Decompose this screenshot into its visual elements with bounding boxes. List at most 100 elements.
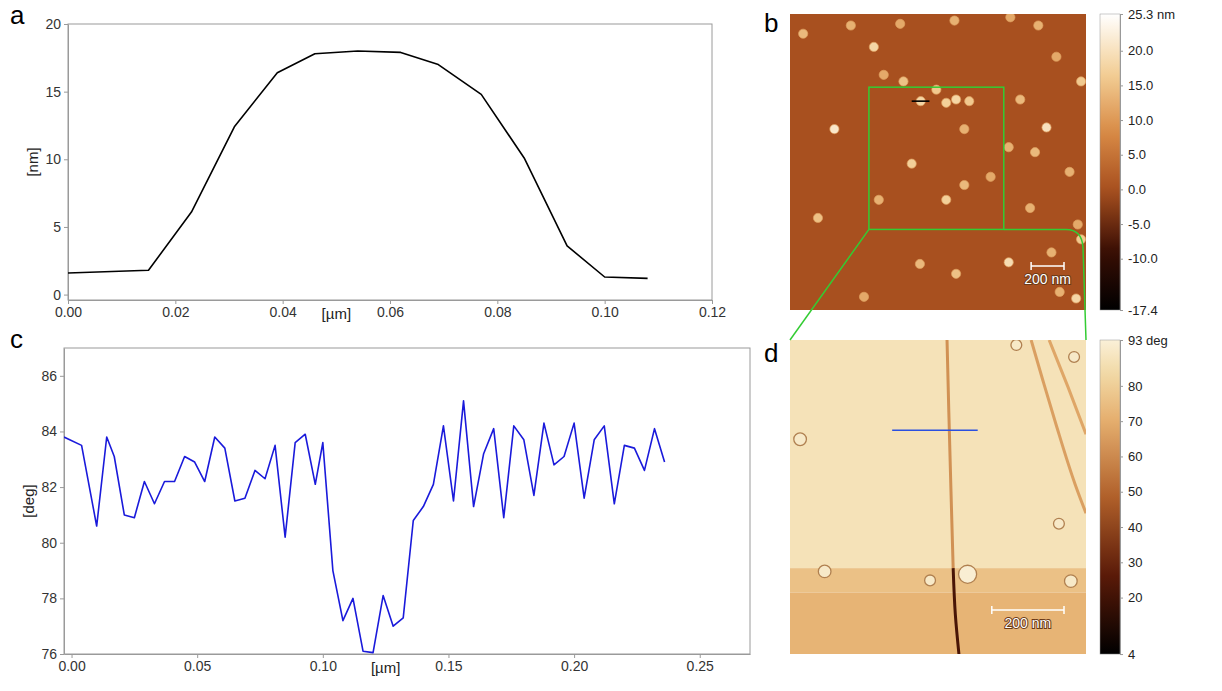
particle xyxy=(874,195,883,204)
colorbar-tick-mark xyxy=(1120,259,1123,260)
particle xyxy=(1004,143,1013,152)
colorbar-tick: 10.0 xyxy=(1120,113,1153,128)
particle xyxy=(960,125,969,134)
x-tick-label: 0.00 xyxy=(55,304,82,320)
y-axis: 767880828486 xyxy=(41,349,64,662)
y-tick-mark xyxy=(64,159,68,160)
x-tick: 0.00 xyxy=(58,654,85,674)
colorbar-tick-mark xyxy=(1120,85,1123,86)
particle xyxy=(1004,258,1013,267)
phase-band xyxy=(790,568,1086,593)
colorbar-tick-label: 50 xyxy=(1128,484,1142,499)
particle xyxy=(869,42,878,51)
particle xyxy=(879,70,888,79)
x-tick: 0.10 xyxy=(592,300,619,320)
y-tick-label: 5 xyxy=(53,219,61,235)
x-axis: 0.000.050.100.150.200.25 xyxy=(58,654,750,674)
colorbar-tick-label: 10.0 xyxy=(1128,113,1153,128)
surface-feature xyxy=(1069,352,1080,363)
y-tick: 86 xyxy=(41,368,64,384)
plot-frame xyxy=(68,24,712,300)
x-tick-label: 0.10 xyxy=(310,658,337,674)
particle xyxy=(1073,220,1082,229)
particle xyxy=(915,259,924,268)
particle xyxy=(1047,248,1056,257)
phase-band xyxy=(790,593,1086,654)
colorbar-tick-label: 70 xyxy=(1128,414,1142,429)
line-panel: 0.000.050.100.150.200.25767880828486[µm]… xyxy=(20,348,750,676)
zoom-connector xyxy=(790,229,869,340)
colorbar-tick-label: 93 deg xyxy=(1128,333,1168,348)
colorbar-tick-mark xyxy=(1120,340,1123,341)
surface-feature xyxy=(1011,340,1022,350)
y-axis-title: [nm] xyxy=(24,147,41,176)
particle xyxy=(899,77,908,86)
phase-band xyxy=(790,340,1086,568)
particle xyxy=(830,125,839,134)
colorbar-tick-label: 20 xyxy=(1128,590,1142,605)
colorbar-tick: 15.0 xyxy=(1120,78,1153,93)
x-tick-label: 0.06 xyxy=(377,304,404,320)
domain-boundary xyxy=(1049,340,1086,434)
y-tick: 76 xyxy=(41,646,64,662)
colorbar xyxy=(1100,14,1120,310)
panel-label: c xyxy=(10,324,23,354)
x-tick: 0.02 xyxy=(162,300,189,320)
x-axis: 0.000.020.040.060.080.100.12 xyxy=(55,300,726,320)
colorbar-tick-mark xyxy=(1120,310,1123,311)
x-tick: 0.12 xyxy=(699,300,726,320)
colorbar-tick: 20.0 xyxy=(1120,43,1153,58)
surface-feature xyxy=(959,565,977,583)
domain-boundary xyxy=(1031,340,1086,513)
scale-bar xyxy=(1031,262,1064,270)
x-tick-label: 0.20 xyxy=(561,658,588,674)
domain-boundary xyxy=(947,340,953,568)
colorbar-tick-mark xyxy=(1120,527,1123,528)
surface-feature xyxy=(818,565,831,578)
particle xyxy=(1076,77,1085,86)
y-tick-label: 86 xyxy=(41,368,57,384)
colorbar-tick-label: 20.0 xyxy=(1128,43,1153,58)
particle xyxy=(1052,52,1061,61)
profile-line xyxy=(68,51,648,278)
y-tick-label: 10 xyxy=(45,151,61,167)
colorbar-tick: 5.0 xyxy=(1120,147,1146,162)
scale-bar-label: 200 nm xyxy=(1024,271,1071,287)
colorbar-tick-label: 60 xyxy=(1128,449,1142,464)
colorbar-tick-label: -17.4 xyxy=(1128,303,1158,318)
particle xyxy=(907,159,916,168)
colorbar-tick-mark xyxy=(1120,492,1123,493)
y-tick-mark xyxy=(60,654,64,655)
domain-boundary xyxy=(953,568,959,654)
particle xyxy=(960,180,969,189)
y-tick-label: 15 xyxy=(45,84,61,100)
image-panel: 200 nm42030405060708093 deg xyxy=(790,333,1168,662)
colorbar-tick: 60 xyxy=(1120,449,1142,464)
particle xyxy=(942,195,951,204)
particle xyxy=(951,95,960,104)
colorbar-tick: 30 xyxy=(1120,555,1142,570)
colorbar-axis: -17.4-10.0-5.00.05.010.015.020.025.3 nm xyxy=(1120,7,1175,318)
particle xyxy=(950,16,959,25)
surface-feature xyxy=(794,433,807,446)
zoom-box xyxy=(869,87,1004,229)
colorbar-tick-label: 80 xyxy=(1128,379,1142,394)
panel-label: b xyxy=(764,8,778,38)
x-tick: 0.25 xyxy=(687,654,714,674)
x-tick: 0.06 xyxy=(377,300,404,320)
particle xyxy=(813,213,822,222)
particle xyxy=(1042,123,1051,132)
x-tick-label: 0.10 xyxy=(592,304,619,320)
scale-bar xyxy=(992,606,1064,614)
y-tick: 0 xyxy=(53,287,68,303)
panel-label: a xyxy=(10,0,25,30)
colorbar-tick-label: -5.0 xyxy=(1128,217,1150,232)
colorbar-tick: -10.0 xyxy=(1120,251,1158,266)
colorbar-tick-mark xyxy=(1120,598,1123,599)
plot-area xyxy=(68,51,648,278)
colorbar-tick: -5.0 xyxy=(1120,217,1150,232)
x-tick: 0.05 xyxy=(184,654,211,674)
colorbar-tick-mark xyxy=(1120,562,1123,563)
x-tick: 0.00 xyxy=(55,300,82,320)
x-tick-label: 0.12 xyxy=(699,304,726,320)
